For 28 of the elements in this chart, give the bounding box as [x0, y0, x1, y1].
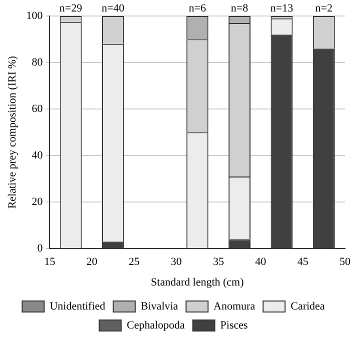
- y-tick-label: 80: [32, 56, 44, 68]
- annotation: n=29: [59, 2, 83, 14]
- legend-label: Unidentified: [50, 300, 106, 312]
- y-tick-label: 40: [32, 149, 44, 162]
- y-tick-label: 60: [32, 102, 44, 115]
- legend-label: Anomura: [214, 300, 256, 312]
- y-axis-title: Relative prey composition (IRI %): [6, 56, 18, 209]
- x-tick-label: 25: [128, 256, 140, 268]
- annotation: n=2: [315, 2, 333, 14]
- x-tick-label: 15: [44, 256, 56, 268]
- x-tick-label: 35: [212, 256, 224, 268]
- annotation: n=8: [230, 2, 249, 14]
- annotation: n=40: [102, 2, 125, 14]
- legend-label: Caridea: [290, 300, 325, 312]
- x-tick-label: 30: [170, 256, 182, 268]
- x-tick-label: 50: [340, 256, 351, 268]
- annotation: n=13: [270, 2, 294, 14]
- legend-label: Cephalopoda: [126, 319, 185, 332]
- x-axis-title: Standard length (cm): [150, 276, 244, 288]
- x-tick-label: 45: [297, 256, 309, 268]
- y-tick-label: 20: [32, 196, 44, 208]
- y-tick-label: 0: [37, 242, 44, 254]
- legend-label: Pisces: [220, 319, 248, 332]
- legend-label: Bivalvia: [140, 300, 178, 312]
- y-tick-label: 100: [26, 10, 44, 22]
- x-tick-label: 20: [86, 256, 98, 268]
- x-tick-label: 40: [255, 256, 267, 268]
- annotation: n=6: [188, 2, 206, 14]
